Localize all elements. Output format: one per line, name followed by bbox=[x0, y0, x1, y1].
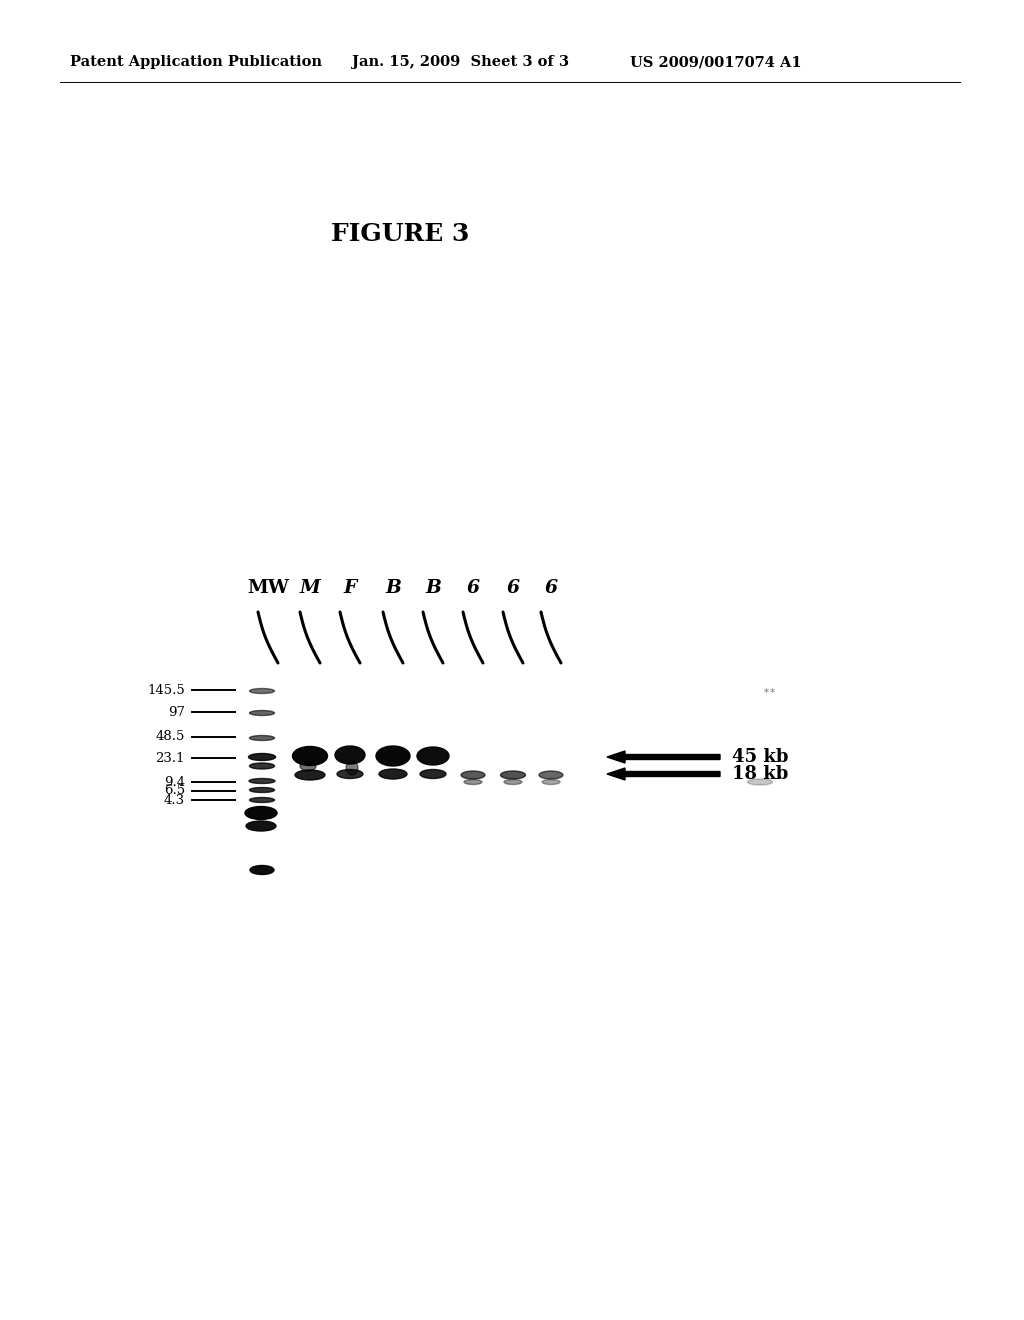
FancyArrow shape bbox=[607, 751, 720, 763]
Ellipse shape bbox=[539, 771, 563, 779]
Ellipse shape bbox=[501, 771, 525, 779]
Text: 6: 6 bbox=[545, 579, 557, 597]
Ellipse shape bbox=[337, 770, 362, 779]
Ellipse shape bbox=[542, 780, 560, 784]
Text: Patent Application Publication: Patent Application Publication bbox=[70, 55, 322, 69]
Text: US 2009/0017074 A1: US 2009/0017074 A1 bbox=[630, 55, 802, 69]
Text: 4.3: 4.3 bbox=[164, 793, 185, 807]
Ellipse shape bbox=[245, 807, 278, 820]
Ellipse shape bbox=[461, 771, 485, 779]
Ellipse shape bbox=[300, 762, 316, 771]
Text: 45 kb: 45 kb bbox=[732, 748, 788, 766]
Text: FIGURE 3: FIGURE 3 bbox=[331, 222, 469, 246]
Text: M: M bbox=[300, 579, 321, 597]
Ellipse shape bbox=[250, 689, 274, 693]
Ellipse shape bbox=[346, 762, 358, 775]
Ellipse shape bbox=[376, 746, 410, 766]
Ellipse shape bbox=[417, 747, 449, 766]
Text: 6: 6 bbox=[467, 579, 479, 597]
Ellipse shape bbox=[748, 779, 772, 785]
Ellipse shape bbox=[379, 770, 407, 779]
Text: MW: MW bbox=[247, 579, 289, 597]
Ellipse shape bbox=[249, 754, 275, 760]
Ellipse shape bbox=[250, 735, 274, 741]
Text: 6: 6 bbox=[507, 579, 519, 597]
Ellipse shape bbox=[250, 710, 274, 715]
Text: 18 kb: 18 kb bbox=[732, 766, 788, 783]
FancyArrow shape bbox=[607, 768, 720, 780]
Ellipse shape bbox=[249, 779, 275, 784]
Ellipse shape bbox=[335, 746, 365, 764]
Text: 48.5: 48.5 bbox=[156, 730, 185, 743]
Text: 9.4: 9.4 bbox=[164, 776, 185, 788]
Ellipse shape bbox=[250, 763, 274, 770]
Text: 97: 97 bbox=[168, 705, 185, 718]
Text: Jan. 15, 2009  Sheet 3 of 3: Jan. 15, 2009 Sheet 3 of 3 bbox=[352, 55, 569, 69]
Ellipse shape bbox=[464, 780, 482, 784]
Ellipse shape bbox=[250, 788, 274, 792]
Text: B: B bbox=[385, 579, 401, 597]
Text: 145.5: 145.5 bbox=[147, 684, 185, 697]
Ellipse shape bbox=[250, 866, 274, 874]
Ellipse shape bbox=[504, 780, 522, 784]
Ellipse shape bbox=[295, 770, 325, 780]
Text: F: F bbox=[343, 579, 356, 597]
Ellipse shape bbox=[250, 797, 274, 803]
Ellipse shape bbox=[246, 821, 276, 832]
Text: B: B bbox=[425, 579, 441, 597]
Text: 23.1: 23.1 bbox=[156, 751, 185, 764]
Ellipse shape bbox=[420, 770, 446, 779]
Ellipse shape bbox=[293, 747, 328, 766]
Text: ∗∗: ∗∗ bbox=[763, 686, 777, 696]
Text: 6.5: 6.5 bbox=[164, 784, 185, 797]
